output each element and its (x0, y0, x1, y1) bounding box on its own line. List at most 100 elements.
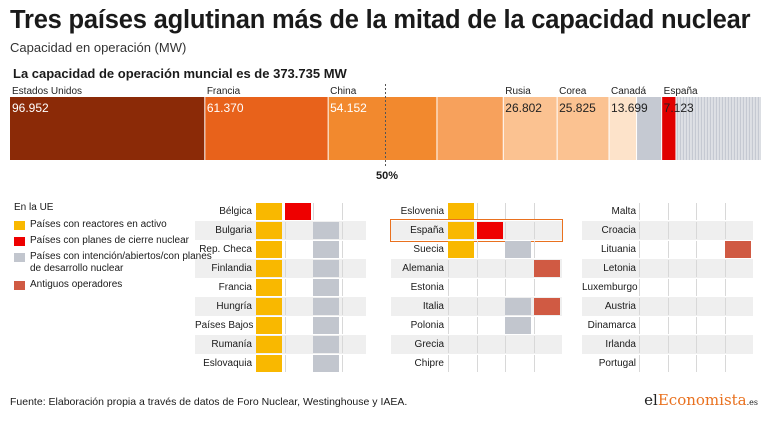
status-cell-former (341, 298, 368, 315)
status-cell-former (533, 222, 560, 239)
status-cell-former (341, 203, 368, 220)
legend-label: Países con reactores en activo (30, 219, 167, 230)
status-cell-former (533, 317, 560, 334)
segment-value-label: 96.952 (12, 101, 49, 115)
legend-swatch (14, 221, 25, 230)
status-cell-former (533, 279, 560, 296)
status-cell-active (448, 260, 474, 277)
logo-brand: Economista (657, 391, 747, 409)
status-cell-developing (696, 355, 722, 372)
status-cell-developing (313, 355, 339, 372)
country-name: Croacia (601, 225, 636, 236)
status-cell-former (533, 241, 560, 258)
status-cell-former (724, 241, 751, 258)
country-name: Portugal (598, 358, 636, 369)
status-cell-active (639, 279, 665, 296)
legend-label: Países con planes de cierre nuclear (30, 235, 189, 246)
matrix-panel-2: Eslovenia España Suecia Alemania Estonia Ital… (390, 202, 563, 373)
status-cell-developing (313, 279, 339, 296)
status-cell-closing (284, 355, 311, 372)
table-row: Portugal (582, 354, 753, 373)
segment-value-label: 26.802 (505, 101, 542, 115)
status-cell-closing (284, 222, 311, 239)
country-name: Finlandia (211, 263, 252, 274)
status-cell-closing (667, 260, 694, 277)
status-cell-closing (476, 279, 503, 296)
table-row: Bulgaria (195, 221, 366, 240)
status-cell-former (533, 355, 560, 372)
table-row: Finlandia (195, 259, 366, 278)
status-cell-closing (284, 336, 311, 353)
country-name: Polonia (410, 320, 444, 331)
status-cell-closing (476, 336, 503, 353)
status-cell-developing (696, 203, 722, 220)
status-cell-closing (476, 317, 503, 334)
status-cell-closing (284, 260, 311, 277)
status-cell-developing (505, 317, 531, 334)
table-row: Letonia (582, 259, 753, 278)
segment-name-label: China (330, 86, 357, 97)
table-row: Bélgica (195, 202, 366, 221)
status-cell-closing (284, 298, 311, 315)
status-cell-former (724, 222, 751, 239)
table-row: Suecia (391, 240, 562, 259)
table-row: Luxemburgo (582, 278, 753, 297)
segment-name-label: Francia (206, 86, 241, 97)
legend-items: Países con reactores en activo Países con… (14, 219, 214, 291)
status-cell-closing (667, 317, 694, 334)
status-cell-developing (313, 241, 339, 258)
status-cell-former (341, 260, 368, 277)
country-name: Letonia (603, 263, 636, 274)
table-row: Países Bajos (195, 316, 366, 335)
status-cell-developing (696, 260, 722, 277)
status-cell-former (533, 203, 560, 220)
country-name: Países Bajos (195, 320, 254, 331)
legend-item-active: Países con reactores en activo (14, 219, 214, 231)
status-cell-developing (313, 222, 339, 239)
status-cell-former (533, 298, 560, 315)
status-cell-closing (476, 222, 503, 239)
legend-item-former: Antiguos operadores (14, 279, 214, 291)
legend-item-closing: Países con planes de cierre nuclear (14, 235, 214, 247)
page-subtitle: Capacidad en operación (MW) (10, 40, 187, 55)
segment-value-label: 13.699 (611, 101, 648, 115)
country-name: Luxemburgo (582, 282, 638, 293)
status-cell-closing (667, 336, 694, 353)
country-name: Hungría (216, 301, 252, 312)
matrix-panel-1: Bélgica Bulgaria Rep. Checa Finlandia Franci… (195, 202, 366, 373)
table-row: Rep. Checa (195, 240, 366, 259)
country-name: Suecia (413, 244, 444, 255)
status-cell-former (341, 355, 368, 372)
table-row: Estonia (391, 278, 562, 297)
segment-value-label: 7.123 (663, 101, 694, 115)
status-cell-developing (313, 298, 339, 315)
table-row: Grecia (391, 335, 562, 354)
status-cell-developing (313, 317, 339, 334)
segment-value-label: 54.152 (330, 101, 367, 115)
status-cell-developing (696, 222, 722, 239)
highlight-frame (390, 219, 563, 242)
status-cell-active (256, 222, 282, 239)
status-cell-former (724, 317, 751, 334)
status-cell-former (724, 203, 751, 220)
status-cell-developing (313, 260, 339, 277)
table-row: Eslovenia (391, 202, 562, 221)
table-row: Italia (391, 297, 562, 316)
status-cell-former (724, 336, 751, 353)
logo-suffix: .es (746, 398, 758, 407)
status-cell-active (448, 222, 474, 239)
status-cell-active (448, 355, 474, 372)
country-name: Irlanda (605, 339, 636, 350)
table-row: Malta (582, 202, 753, 221)
status-cell-closing (476, 203, 503, 220)
table-row: Chipre (391, 354, 562, 373)
status-cell-former (724, 279, 751, 296)
status-cell-closing (284, 317, 311, 334)
table-row: Francia (195, 278, 366, 297)
segment-name-label: España (663, 86, 698, 97)
table-row: Eslovaquia (195, 354, 366, 373)
status-cell-developing (696, 298, 722, 315)
table-row: Lituania (582, 240, 753, 259)
status-cell-developing (696, 241, 722, 258)
page-title: Tres países aglutinan más de la mitad de… (10, 6, 751, 34)
